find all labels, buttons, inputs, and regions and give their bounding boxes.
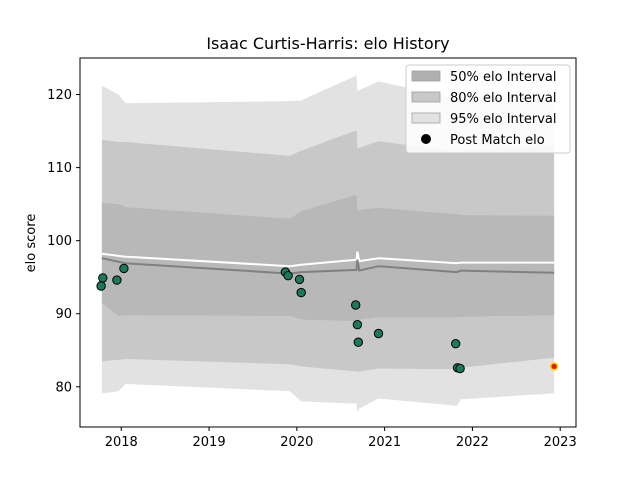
legend-label-1: 80% elo Interval: [450, 91, 557, 106]
legend-swatch-2: [411, 112, 441, 124]
legend-label-2: 95% elo Interval: [450, 112, 557, 127]
y-tick-label: 100: [47, 234, 72, 249]
post-match-elo-point: [296, 287, 306, 298]
y-tick-label: 120: [47, 88, 72, 103]
post-match-elo-point: [351, 300, 361, 310]
y-tick-label: 110: [47, 161, 72, 176]
y-axis-label: elo score: [24, 214, 39, 273]
post-match-elo-point: [294, 274, 305, 285]
x-tick-label: 2019: [193, 435, 226, 450]
series-line-0: [101, 251, 555, 268]
series-line-1: [101, 257, 555, 275]
post-match-elo-point: [352, 320, 363, 330]
legend-swatch-1: [411, 91, 441, 103]
x-tick-label: 2022: [456, 435, 489, 450]
x-tick-label: 2021: [368, 435, 401, 450]
legend-label-3: Post Match elo: [450, 133, 545, 148]
legend: 50% elo Interval 80% elo Interval 95% elo …: [405, 64, 571, 154]
post-match-elo-point: [112, 275, 122, 285]
post-match-elo-point: [451, 339, 461, 349]
plot-area: 2018 2019 2020 2021 2022 2023 80 90 100 110 120: [47, 57, 577, 450]
y-tick-label: 90: [55, 307, 72, 322]
legend-box: [405, 64, 571, 154]
x-tick-label: 2018: [105, 435, 138, 450]
latest-elo-point: [549, 362, 559, 371]
x-tick-label: 2020: [280, 435, 313, 450]
plot-frame: [79, 57, 577, 428]
chart-title: Isaac Curtis-Harris: elo History: [206, 34, 449, 53]
x-tick-label: 2023: [544, 435, 577, 450]
legend-label-0: 50% elo Interval: [450, 70, 557, 85]
post-match-elo-point: [455, 363, 465, 374]
post-match-elo-point: [119, 263, 129, 274]
post-match-elo-point: [283, 271, 293, 281]
legend-marker-3: [421, 134, 431, 144]
post-match-elo-point: [373, 328, 384, 339]
post-match-elo-point: [353, 337, 363, 347]
y-tick-label: 80: [55, 380, 72, 395]
post-match-elo-point: [98, 273, 108, 283]
band-50-interval: [101, 194, 555, 321]
post-match-elo-point: [96, 281, 106, 291]
legend-swatch-0: [411, 70, 441, 82]
